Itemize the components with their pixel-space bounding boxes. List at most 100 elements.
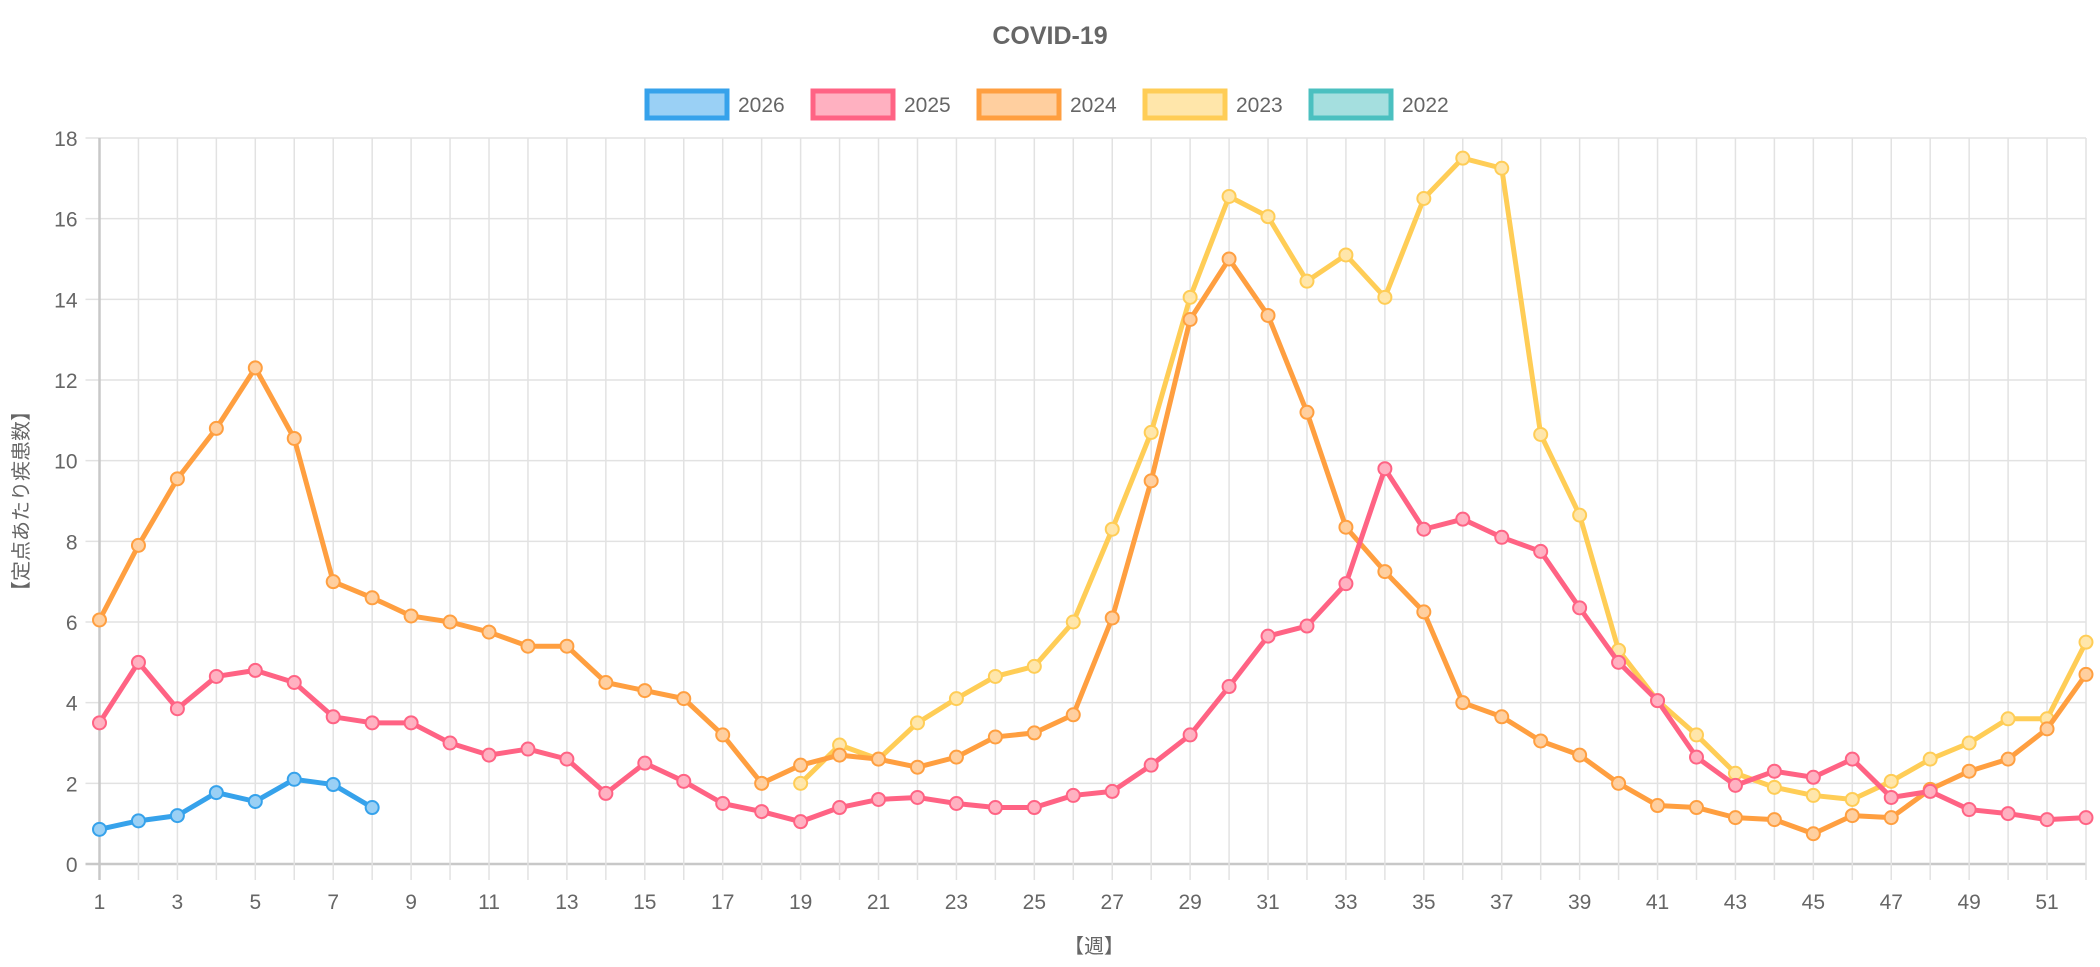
x-tick-label: 41 [1646,891,1669,914]
data-point-2024 [1805,826,1821,842]
series-line-2024 [97,256,2089,837]
series-2023 [793,150,2094,807]
data-point-2023 [909,715,925,731]
data-point-2025 [1494,529,1510,545]
data-point-2024 [1688,800,1704,816]
legend-label-2025: 2025 [904,94,951,117]
x-axis-ticks: 1 3 5 7 9 11 13 15 17 19 21 23 25 27 29 31 33 35 37 39 41 43 4… [94,891,2059,914]
data-point-2024 [676,691,692,707]
data-point-2023 [1727,765,1743,781]
data-point-2024 [1104,610,1120,626]
data-point-2024 [598,675,614,690]
data-point-2023 [1416,191,1432,206]
data-point-2024 [520,638,536,654]
x-tick-label: 1 [94,891,106,914]
data-point-2025 [1766,763,1782,779]
series-2024 [92,251,2094,842]
data-point-2025 [1416,521,1432,537]
series-2026 [92,771,380,837]
x-tick-label: 37 [1490,891,1513,914]
data-point-2024 [1260,307,1276,323]
chart-title: COVID-19 [992,22,1107,50]
data-point-2023 [1688,727,1704,743]
data-point-2025 [481,747,497,763]
x-tick-label: 47 [1880,891,1903,914]
data-point-2024 [1650,798,1666,814]
x-tick-label: 51 [2035,891,2058,914]
data-point-2024 [1533,733,1549,749]
data-point-2023 [1026,658,1042,674]
legend-swatch-2025 [810,88,896,121]
data-point-2025 [520,741,536,757]
y-axis-ticks: 0 2 4 6 8 10 12 14 16 18 [54,128,78,877]
data-point-2025 [1260,628,1276,644]
data-point-2025 [1221,679,1237,695]
legend-swatch-2023 [1142,88,1228,121]
legend-label-2024: 2024 [1070,94,1117,117]
x-tick-label: 9 [405,891,417,914]
data-point-2025 [948,796,964,811]
data-point-2025 [1533,543,1549,559]
x-tick-label: 5 [249,891,261,914]
data-point-2023 [948,691,964,707]
legend-label-2022: 2022 [1402,94,1449,117]
data-point-2024 [1416,604,1432,620]
data-point-2025 [2000,806,2016,822]
x-tick-label: 29 [1178,891,1201,914]
data-point-2025 [247,662,263,678]
data-point-2024 [1026,725,1042,741]
data-point-2024 [948,749,964,765]
y-tick-label: 0 [66,854,78,877]
x-tick-label: 13 [555,891,578,914]
data-point-2024 [1338,519,1354,535]
x-tick-label: 11 [478,891,500,914]
data-point-2024 [1883,810,1899,826]
data-point-2023 [1883,773,1899,789]
data-point-2026 [325,777,341,793]
data-point-2025 [2039,812,2055,828]
data-point-2025 [1143,757,1159,773]
grid [85,137,2087,880]
data-point-2023 [1221,188,1237,204]
x-tick-label: 17 [711,891,734,914]
data-point-2025 [442,735,458,751]
data-point-2025 [1455,511,1471,527]
x-tick-label: 7 [327,891,339,914]
data-point-2024 [92,612,107,628]
data-point-2023 [1260,209,1276,225]
data-point-2025 [1026,800,1042,816]
data-point-2025 [1805,769,1821,785]
data-point-2026 [130,813,146,829]
data-point-2023 [1533,426,1549,442]
data-point-2025 [1065,787,1081,803]
data-point-2024 [1299,404,1315,420]
data-point-2023 [1844,791,1860,807]
data-point-2025 [715,796,731,811]
data-point-2026 [364,800,380,816]
data-point-2024 [1182,312,1198,327]
data-point-2025 [130,654,146,670]
data-point-2025 [1182,727,1198,743]
legend-label-2026: 2026 [738,94,785,117]
x-tick-label: 19 [789,891,812,914]
x-tick-label: 49 [1957,891,1980,914]
data-point-2025 [832,800,848,816]
data-point-2023 [1805,787,1821,803]
data-point-2024 [286,430,302,446]
x-tick-label: 3 [172,891,184,914]
data-point-2025 [1961,802,1977,818]
x-axis-title: 【週】 [1064,934,1124,958]
data-point-2024 [2078,666,2094,682]
x-tick-label: 15 [633,891,656,914]
y-tick-label: 18 [54,128,77,151]
legend-swatch-2026 [644,88,730,121]
x-tick-label: 21 [867,891,890,914]
data-point-2025 [637,755,653,771]
data-point-2024 [871,751,887,767]
data-point-2025 [1650,693,1666,709]
x-tick-label: 27 [1101,891,1124,914]
data-point-2024 [1221,251,1237,267]
y-tick-label: 6 [66,612,78,635]
data-point-2025 [2078,810,2094,826]
